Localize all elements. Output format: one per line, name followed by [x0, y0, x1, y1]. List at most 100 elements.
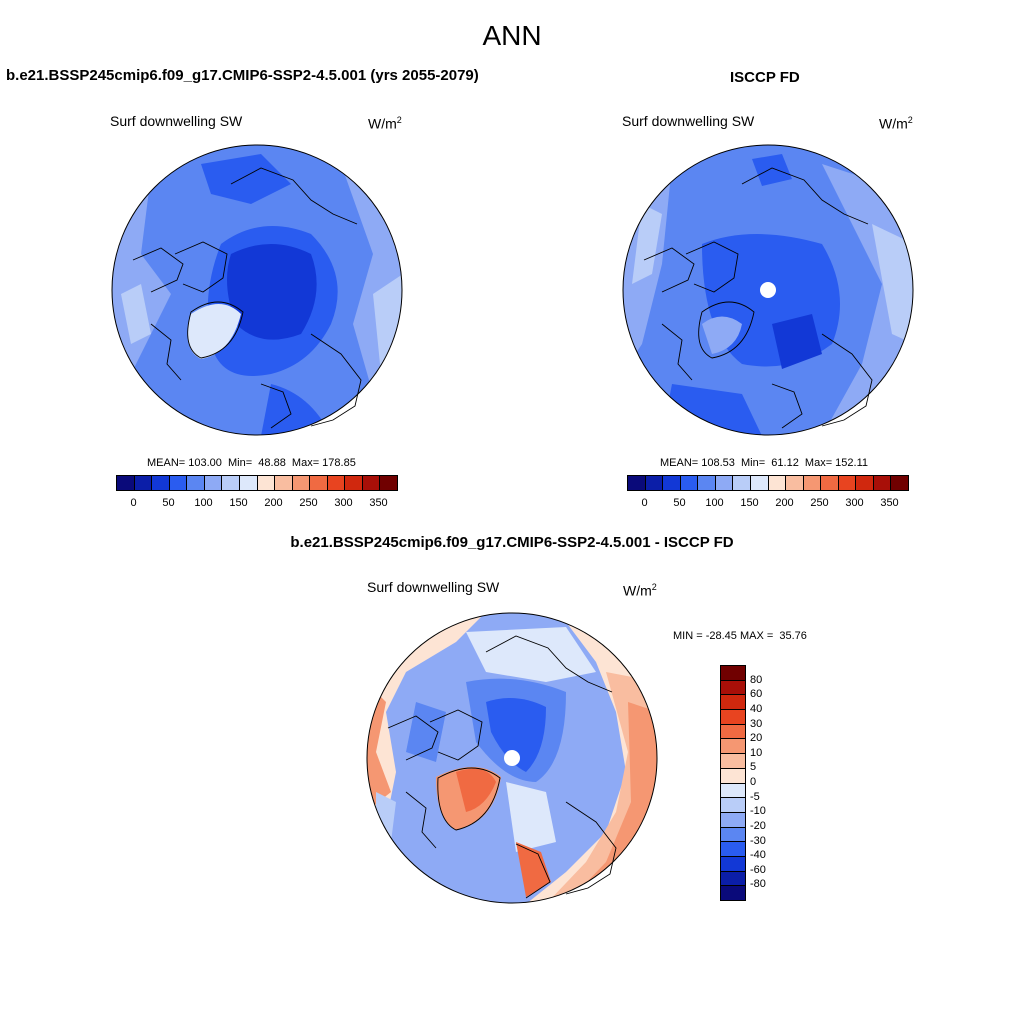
colorbar-swatch: [275, 476, 293, 490]
colorbar-swatch: [891, 476, 908, 490]
colorbar-tick-label: -40: [750, 849, 766, 862]
colorbar-swatch: [169, 476, 188, 490]
colorbar-tick-label: 30: [750, 717, 763, 730]
colorbar-swatch: [117, 476, 135, 490]
colorbar-tick-label: 0: [130, 497, 137, 509]
colorbar-tick-label: 60: [750, 688, 763, 701]
obs-colorbar: [627, 475, 909, 491]
colorbar-swatch: [721, 739, 745, 755]
colorbar-tick-label: 0: [641, 497, 648, 509]
colorbar-swatch: [768, 476, 787, 490]
colorbar-tick-label: 150: [229, 497, 248, 509]
colorbar-tick-label: 10: [750, 746, 763, 759]
colorbar-swatch: [721, 710, 745, 725]
colorbar-tick-label: 300: [334, 497, 353, 509]
colorbar-swatch: [721, 856, 745, 872]
colorbar-swatch: [310, 476, 328, 490]
colorbar-swatch: [721, 812, 745, 828]
colorbar-swatch: [821, 476, 839, 490]
diff-polar-map: [366, 612, 658, 904]
colorbar-swatch: [733, 476, 751, 490]
colorbar-tick-label: 20: [750, 732, 763, 745]
diff-panel-title: b.e21.BSSP245cmip6.f09_g17.CMIP6-SSP2-4.…: [290, 534, 734, 551]
diff-colorbar: [720, 665, 746, 901]
figure-title: ANN: [482, 20, 542, 51]
colorbar-swatch: [721, 798, 745, 813]
obs-variable-label: Surf downwelling SW: [622, 113, 755, 129]
colorbar-swatch: [750, 476, 769, 490]
obs-panel-title: ISCCP FD: [730, 69, 800, 86]
colorbar-tick-label: 250: [810, 497, 829, 509]
colorbar-swatch: [645, 476, 664, 490]
colorbar-swatch: [663, 476, 681, 490]
diff-stats: MIN = -28.45 MAX = 35.76: [673, 630, 807, 642]
obs-stats: MEAN= 108.53 Min= 61.12 Max= 152.11: [660, 457, 869, 469]
colorbar-tick-label: -10: [750, 805, 766, 818]
model-variable-label: Surf downwelling SW: [110, 113, 243, 129]
colorbar-swatch: [345, 476, 363, 490]
colorbar-swatch: [873, 476, 892, 490]
colorbar-swatch: [803, 476, 822, 490]
colorbar-swatch: [187, 476, 205, 490]
colorbar-swatch: [239, 476, 258, 490]
model-colorbar: [116, 475, 398, 491]
colorbar-swatch: [721, 871, 745, 887]
colorbar-swatch: [856, 476, 874, 490]
colorbar-tick-label: 300: [845, 497, 864, 509]
colorbar-tick-label: -30: [750, 834, 766, 847]
colorbar-swatch: [362, 476, 381, 490]
colorbar-tick-label: 200: [775, 497, 794, 509]
colorbar-tick-label: 350: [880, 497, 899, 509]
diff-units-label: W/m2: [623, 582, 657, 599]
colorbar-swatch: [721, 724, 745, 740]
colorbar-tick-label: 5: [750, 761, 757, 774]
colorbar-tick-label: 40: [750, 702, 763, 715]
colorbar-swatch: [721, 886, 745, 900]
colorbar-tick-label: -5: [750, 790, 760, 803]
obs-units-label: W/m2: [879, 115, 913, 132]
colorbar-swatch: [715, 476, 734, 490]
colorbar-swatch: [292, 476, 311, 490]
colorbar-swatch: [721, 680, 745, 696]
colorbar-swatch: [721, 783, 745, 799]
colorbar-swatch: [257, 476, 276, 490]
obs-colorbar-ticks: 0 50 100 150 200 250 300 350: [627, 497, 909, 511]
colorbar-swatch: [721, 666, 745, 681]
diff-variable-label: Surf downwelling SW: [367, 579, 500, 595]
colorbar-tick-label: -80: [750, 878, 766, 891]
model-colorbar-ticks: 0 50 100 150 200 250 300 350: [116, 497, 398, 511]
colorbar-tick-label: 50: [162, 497, 175, 509]
colorbar-swatch: [680, 476, 699, 490]
colorbar-tick-label: 150: [740, 497, 759, 509]
obs-polar-map: [622, 144, 914, 436]
colorbar-tick-label: 50: [673, 497, 686, 509]
colorbar-tick-label: 0: [750, 776, 757, 788]
colorbar-tick-label: 350: [369, 497, 388, 509]
colorbar-swatch: [134, 476, 153, 490]
colorbar-tick-label: 100: [194, 497, 213, 509]
colorbar-swatch: [152, 476, 170, 490]
colorbar-swatch: [380, 476, 397, 490]
colorbar-tick-label: 250: [299, 497, 318, 509]
colorbar-swatch: [786, 476, 804, 490]
colorbar-swatch: [628, 476, 646, 490]
model-units-label: W/m2: [368, 115, 402, 132]
colorbar-tick-label: -20: [750, 819, 766, 832]
colorbar-tick-label: -60: [750, 863, 766, 876]
colorbar-tick-label: 100: [705, 497, 724, 509]
model-panel-title: b.e21.BSSP245cmip6.f09_g17.CMIP6-SSP2-4.…: [6, 67, 479, 84]
colorbar-swatch: [721, 695, 745, 711]
colorbar-swatch: [222, 476, 240, 490]
colorbar-swatch: [721, 768, 745, 784]
colorbar-swatch: [327, 476, 346, 490]
colorbar-swatch: [204, 476, 223, 490]
colorbar-tick-label: 80: [750, 673, 763, 686]
diff-colorbar-ticks: 80 60 40 30 20 10 5 0 -5 -10 -20 -30 -40 -60 -80: [750, 665, 790, 901]
colorbar-swatch: [721, 827, 745, 843]
model-polar-map: [111, 144, 403, 436]
colorbar-swatch: [721, 842, 745, 857]
colorbar-swatch: [721, 754, 745, 769]
colorbar-swatch: [698, 476, 716, 490]
colorbar-swatch: [838, 476, 857, 490]
model-stats: MEAN= 103.00 Min= 48.88 Max= 178.85: [147, 457, 356, 469]
